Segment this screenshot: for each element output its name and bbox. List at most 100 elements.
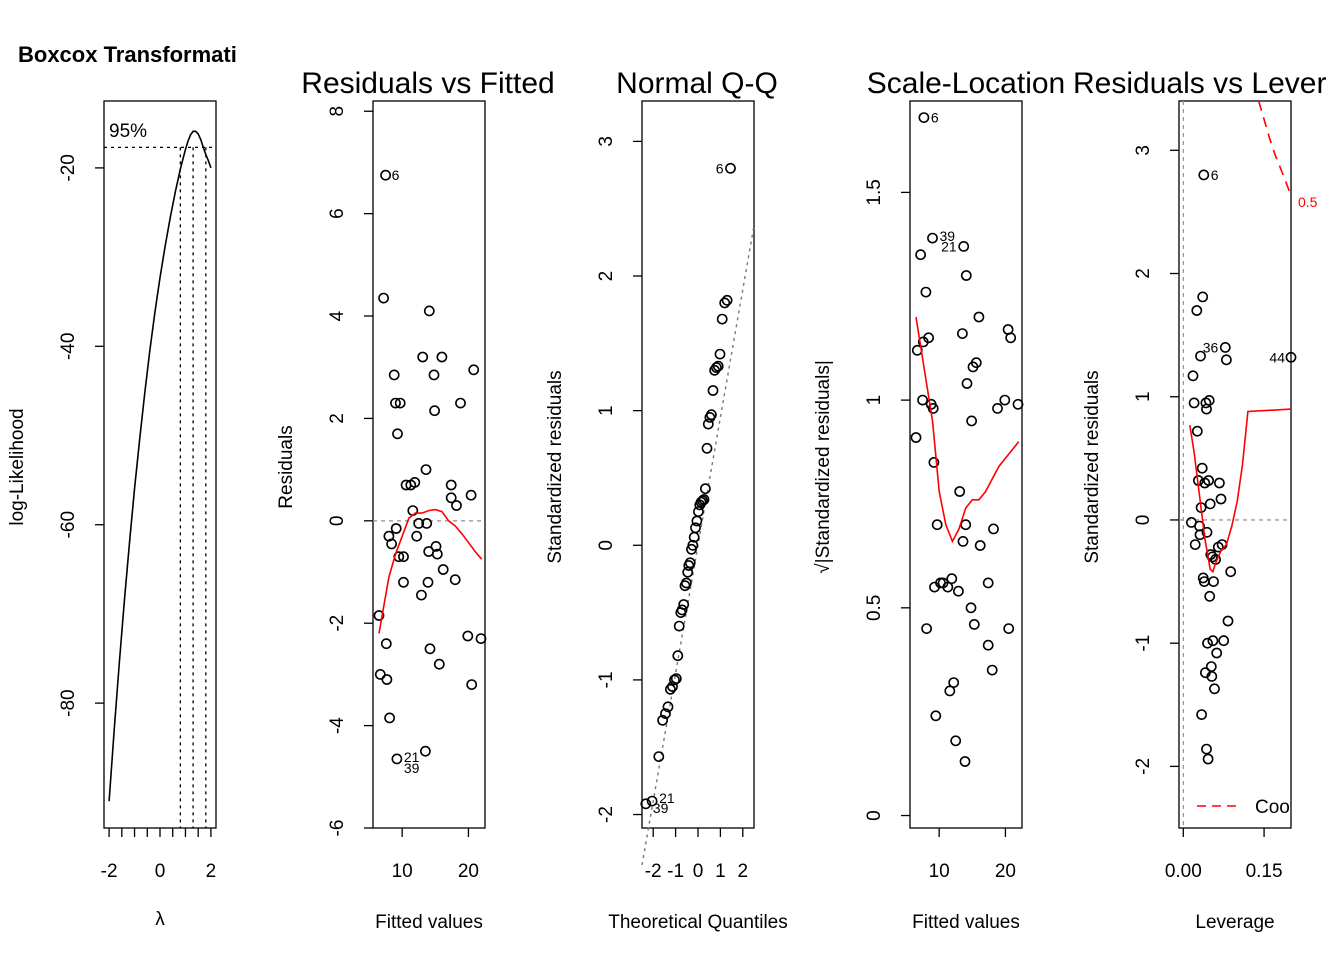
- sl-point: [966, 415, 977, 427]
- qq-point: [646, 795, 658, 807]
- qq-xtick-label: -1: [667, 861, 684, 882]
- sl-point: [946, 573, 958, 585]
- rvl-point: [1196, 462, 1208, 474]
- rvf-point: [409, 476, 421, 488]
- rvf-xlabel: Fitted values: [375, 912, 483, 933]
- qq-point: [673, 620, 685, 632]
- qq-point: [725, 162, 736, 174]
- rvf-point: [374, 669, 386, 680]
- qq-ytick-label: 3: [596, 136, 617, 147]
- qq-point: [682, 566, 694, 578]
- rvl-cooks-label: 0.5: [1298, 194, 1318, 210]
- rvf-point-label: 6: [392, 167, 400, 183]
- qq-point: [711, 362, 722, 373]
- rvl-title: Residuals vs Lever: [1073, 67, 1326, 100]
- rvl-point-label: 36: [1203, 339, 1219, 355]
- sl-point: [968, 619, 980, 630]
- qq-point: [653, 751, 665, 762]
- rvf-point: [378, 292, 389, 304]
- qq-point: [640, 798, 652, 810]
- boxcox-plot-frame: [103, 100, 217, 829]
- sl-point: [920, 286, 932, 298]
- rvl-point: [1191, 425, 1203, 437]
- boxcox-ytick-label: -80: [58, 689, 79, 716]
- sl-plot-frame: [909, 100, 1023, 829]
- boxcox-ci-label: 95%: [109, 121, 147, 142]
- residuals-vs-leverage-panel: Residuals vs Lever 0.00 0.15 -2 -1 0 1 2 3 6 36 4…: [1073, 67, 1326, 933]
- qq-ytick-label: 0: [596, 540, 617, 551]
- rvl-point: [1221, 354, 1232, 366]
- rvl-point: [1203, 394, 1215, 406]
- rvf-point: [398, 576, 409, 588]
- qq-title: Normal Q-Q: [616, 67, 778, 100]
- rvl-point: [1222, 615, 1234, 627]
- sl-ytick-label: 0.5: [864, 595, 885, 621]
- qq-xtick-label: -2: [645, 861, 662, 882]
- sl-point: [915, 249, 926, 261]
- rvf-point: [445, 492, 457, 504]
- qq-point: [706, 409, 717, 421]
- sl-point: [1012, 398, 1024, 410]
- rvl-point: [1206, 671, 1218, 682]
- sl-point: [959, 756, 971, 767]
- boxcox-ytick-label: -20: [58, 154, 79, 181]
- rvf-point: [455, 397, 466, 409]
- rvf-point: [422, 576, 434, 588]
- qq-point: [687, 539, 699, 551]
- rvf-point: [411, 530, 423, 542]
- sl-point-label: 39: [940, 228, 956, 244]
- boxcox-axes: -2 0 2-20-40-60-80: [58, 154, 216, 882]
- boxcox-xtick-label: 2: [206, 861, 217, 882]
- rvl-xlabel: Leverage: [1195, 912, 1274, 933]
- rvf-point: [468, 364, 480, 376]
- rvf-point: [388, 369, 400, 381]
- rvl-point-label: 44: [1269, 349, 1285, 365]
- sl-point: [960, 519, 972, 531]
- rvl-point: [1201, 526, 1213, 538]
- residuals-vs-fitted-panel: Residuals vs Fitted 10 20 -6 -4 -2 0 2 4 6 8 6 213…: [276, 67, 555, 933]
- rvf-point: [398, 551, 409, 563]
- rvl-point: [1191, 305, 1203, 316]
- qq-point-label: 39: [653, 800, 669, 816]
- sl-point: [973, 311, 985, 323]
- sl-point: [965, 602, 977, 614]
- sl-point: [931, 519, 943, 531]
- rvf-point: [436, 351, 448, 363]
- sl-point: [961, 378, 973, 389]
- rvf-point: [430, 541, 442, 552]
- rvl-point: [1188, 397, 1200, 409]
- rvl-point: [1218, 635, 1230, 647]
- sl-point: [957, 328, 968, 339]
- qq-ytick-label: -2: [596, 806, 617, 823]
- rvl-ytick-label: -2: [1133, 758, 1154, 775]
- boxcox-ylabel: log-Likelihood: [7, 408, 28, 525]
- sl-point: [928, 456, 940, 468]
- rvl-ytick-label: 3: [1133, 145, 1154, 156]
- rvl-point: [1189, 539, 1201, 550]
- rvf-point: [475, 633, 487, 644]
- qq-point: [660, 708, 671, 719]
- qq-xtick-label: 1: [715, 861, 726, 882]
- rvf-point: [391, 753, 403, 765]
- qq-point: [701, 442, 713, 454]
- sl-point: [1003, 623, 1015, 634]
- rvf-point: [466, 679, 478, 690]
- rvf-axes: 10 20 -6 -4 -2 0 2 4 6 8: [327, 106, 479, 882]
- sl-ytick-label: 1.5: [864, 179, 885, 205]
- rvf-point: [417, 351, 429, 363]
- qq-ytick-label: -1: [596, 671, 617, 688]
- rvf-point: [384, 712, 395, 724]
- sl-smooth-line: [915, 316, 1020, 544]
- boxcox-xtick-label: -2: [101, 861, 118, 882]
- qq-point-label: 21: [659, 790, 675, 806]
- rvl-point: [1204, 498, 1216, 510]
- sl-point: [930, 710, 942, 722]
- qq-point: [678, 599, 690, 610]
- qq-point: [676, 604, 688, 616]
- rvl-point: [1225, 566, 1237, 578]
- rvf-point: [420, 464, 432, 475]
